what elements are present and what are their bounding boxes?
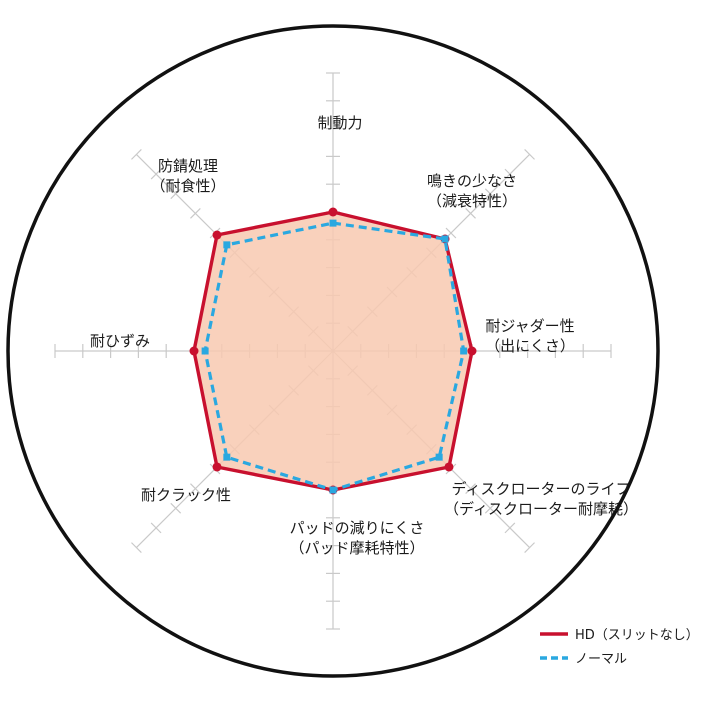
series-point	[444, 462, 454, 472]
axis-tick	[524, 542, 535, 553]
axis-tick	[484, 502, 496, 514]
series-line-0	[192, 210, 474, 492]
axis-label: （減衰特性）	[427, 192, 517, 210]
axis-tick	[131, 542, 142, 553]
axis-label: ディスクローターのライフ	[452, 480, 631, 498]
axis-tick	[504, 168, 516, 180]
series-point	[328, 207, 338, 217]
axis-label: 耐ひずみ	[90, 332, 150, 350]
axis-label: 耐ジャダー性	[485, 317, 574, 335]
axis-label: （出にくさ）	[485, 337, 575, 355]
axis-label: 防錆処理	[158, 157, 218, 175]
axis-label: （耐食性）	[150, 177, 225, 195]
axis-tick	[190, 208, 201, 219]
axis-tick	[170, 188, 182, 200]
series-point	[223, 453, 231, 461]
series-line-1	[203, 221, 466, 492]
axis-tick	[445, 227, 457, 239]
series-point	[435, 453, 443, 461]
legend-label: ノーマル	[575, 652, 627, 667]
axis-tick	[484, 188, 496, 200]
axis-tick	[150, 522, 162, 534]
axis-tick	[170, 502, 182, 514]
axis-tick	[504, 522, 516, 534]
axis-label: パッドの減りにくさ	[290, 519, 425, 537]
axis-label: 耐クラック性	[141, 486, 231, 504]
axis-tick	[131, 149, 142, 160]
axis-label: （ディスクローター耐摩耗）	[444, 500, 638, 518]
series-point	[441, 235, 449, 243]
axis-tick	[524, 149, 535, 160]
series-point	[189, 346, 199, 356]
axis-tick	[465, 483, 476, 494]
outer-ring	[6, 24, 660, 678]
series-point	[212, 230, 222, 240]
axis-tick	[190, 483, 201, 494]
axis-tick	[150, 168, 162, 180]
axis-label: 鳴きの少なさ	[427, 172, 517, 190]
series-point	[467, 346, 477, 356]
axis-label: 制動力	[317, 114, 362, 132]
axis-tick	[465, 208, 476, 219]
axis-label: （パッド摩耗特性）	[289, 539, 424, 557]
legend-label: HD（スリットなし）	[575, 628, 699, 643]
series-point	[212, 462, 222, 472]
